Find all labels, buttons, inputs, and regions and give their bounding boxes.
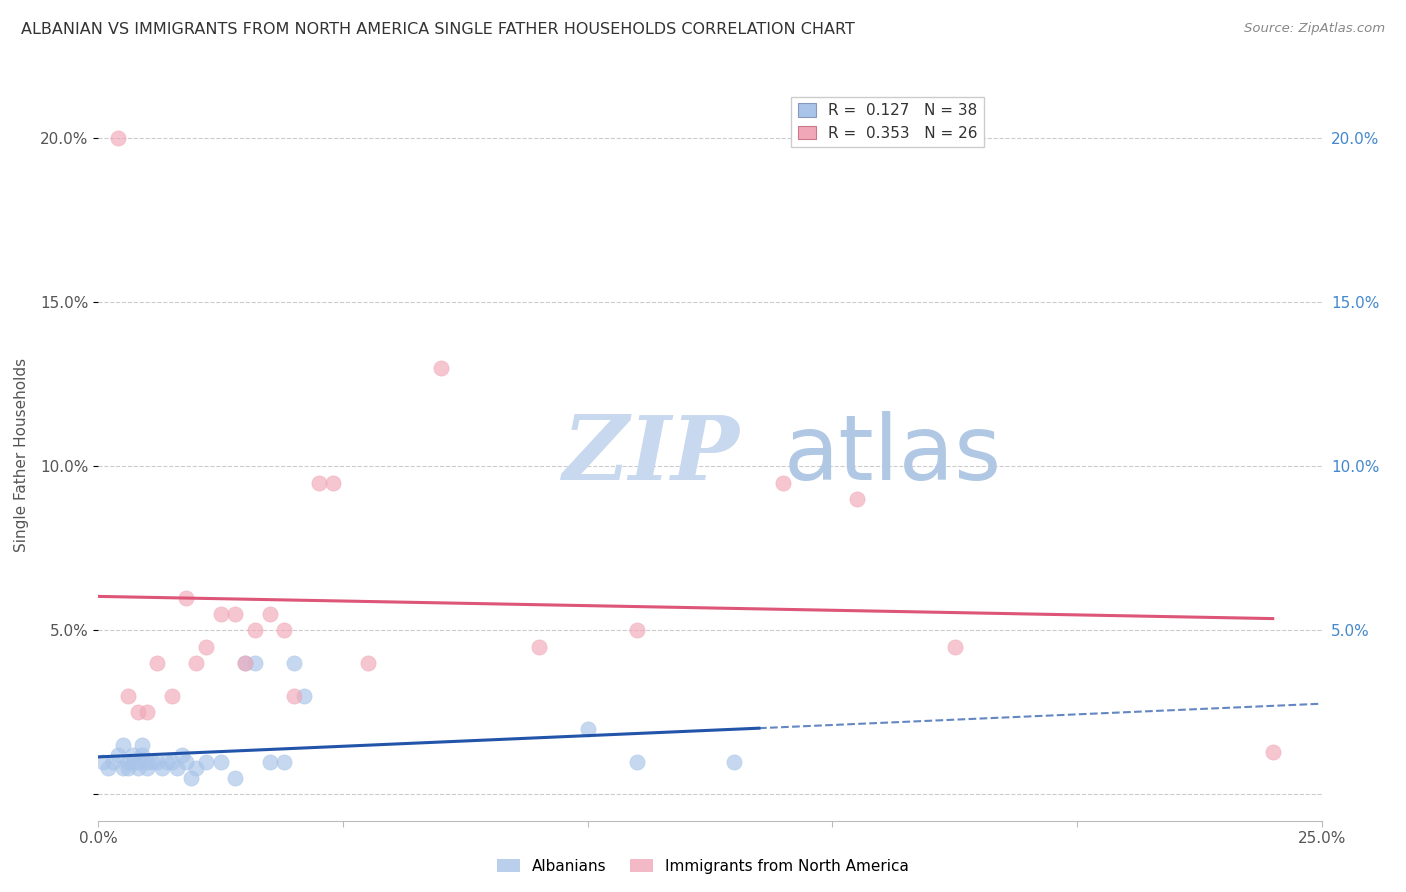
Point: [273, 624, 295, 638]
Point: [127, 706, 149, 720]
Point: [117, 761, 139, 775]
Point: [273, 755, 295, 769]
Point: [186, 761, 208, 775]
Point: [107, 131, 129, 145]
Text: Source: ZipAtlas.com: Source: ZipAtlas.com: [1244, 22, 1385, 36]
Point: [195, 755, 218, 769]
Text: atlas: atlas: [783, 411, 1001, 499]
Point: [111, 761, 134, 775]
Point: [150, 761, 173, 775]
Point: [121, 755, 143, 769]
Point: [259, 755, 281, 769]
Point: [943, 640, 966, 654]
Point: [259, 607, 281, 621]
Point: [97, 761, 120, 775]
Point: [356, 656, 378, 670]
Point: [292, 689, 315, 703]
Point: [243, 656, 266, 670]
Point: [127, 755, 149, 769]
Point: [772, 475, 794, 490]
Point: [1261, 745, 1284, 759]
Point: [136, 761, 159, 775]
Y-axis label: Single Father Households: Single Father Households: [14, 358, 30, 552]
Point: [626, 755, 648, 769]
Point: [233, 656, 256, 670]
Point: [845, 492, 868, 507]
Point: [243, 624, 266, 638]
Point: [209, 755, 232, 769]
Point: [170, 747, 193, 762]
Point: [136, 755, 159, 769]
Point: [308, 475, 330, 490]
Point: [160, 689, 183, 703]
Point: [224, 607, 246, 621]
Point: [117, 755, 139, 769]
Point: [233, 656, 256, 670]
Point: [111, 738, 134, 752]
Point: [121, 747, 143, 762]
Point: [723, 755, 745, 769]
Point: [141, 755, 163, 769]
Point: [146, 755, 169, 769]
Point: [527, 640, 550, 654]
Point: [180, 771, 202, 785]
Point: [127, 761, 149, 775]
Point: [283, 656, 305, 670]
Point: [156, 755, 179, 769]
Point: [283, 689, 305, 703]
Point: [101, 755, 124, 769]
Point: [224, 771, 246, 785]
Point: [117, 689, 139, 703]
Point: [160, 755, 183, 769]
Text: ALBANIAN VS IMMIGRANTS FROM NORTH AMERICA SINGLE FATHER HOUSEHOLDS CORRELATION C: ALBANIAN VS IMMIGRANTS FROM NORTH AMERIC…: [21, 22, 855, 37]
Point: [166, 761, 188, 775]
Point: [136, 706, 159, 720]
Point: [176, 755, 198, 769]
Point: [91, 755, 114, 769]
Point: [626, 624, 648, 638]
Point: [195, 640, 218, 654]
Point: [576, 722, 599, 736]
Legend: R =  0.127   N = 38, R =  0.353   N = 26: R = 0.127 N = 38, R = 0.353 N = 26: [792, 97, 984, 147]
Point: [131, 738, 153, 752]
Text: ZIP: ZIP: [564, 412, 740, 498]
Point: [186, 656, 208, 670]
Point: [322, 475, 344, 490]
Point: [176, 591, 198, 605]
Point: [430, 361, 453, 376]
Point: [107, 747, 129, 762]
Legend: Albanians, Immigrants from North America: Albanians, Immigrants from North America: [491, 853, 915, 880]
Point: [131, 747, 153, 762]
Point: [146, 656, 169, 670]
Point: [209, 607, 232, 621]
